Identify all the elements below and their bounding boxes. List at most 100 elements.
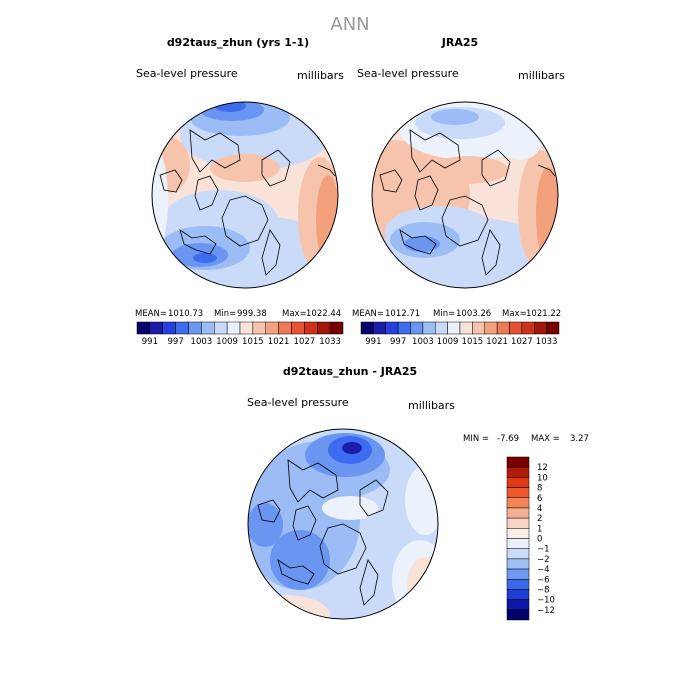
colorbar-tick-label: −2 (537, 555, 550, 565)
stat-min-value: -7.69 (497, 434, 519, 444)
colorbar-swatch (252, 321, 266, 335)
colorbar-tick-label: 997 (168, 337, 184, 347)
polar-map-difference-border (247, 428, 439, 620)
colorbar-swatch (226, 321, 241, 335)
stat-max-value: 1022.44 (306, 309, 341, 319)
panel-difference-units: millibars (408, 399, 455, 412)
colorbar-swatch (435, 321, 448, 335)
colorbar-model: 991 997 1003 1009 1015 1021 1027 1033 (136, 321, 344, 347)
colorbar-tick-label: 1009 (216, 337, 238, 347)
colorbar-swatch (385, 321, 399, 335)
colorbar-tick-label: 1003 (191, 337, 213, 347)
stat-mean-label: MEAN= (352, 309, 384, 319)
colorbar-tick-label: 1021 (268, 337, 290, 347)
colorbar-swatch (329, 321, 344, 335)
colorbar-swatch (410, 321, 424, 335)
colorbar-swatch (360, 321, 374, 335)
panel-model-variable: Sea-level pressure (136, 67, 238, 80)
stat-max-value: 3.27 (570, 434, 589, 444)
colorbar-tick-label: 1015 (462, 337, 484, 347)
colorbar-swatch (149, 321, 163, 335)
colorbar-tick-label: 6 (537, 494, 542, 504)
colorbar-tick-label: 8 (537, 484, 542, 494)
colorbar-tick-label: 1027 (294, 337, 316, 347)
colorbar-swatch (506, 517, 530, 529)
stat-max-label: MAX = (531, 434, 560, 444)
panel-reference-title: JRA25 (441, 36, 478, 49)
colorbar-swatch (506, 568, 530, 580)
colorbar-swatch (506, 528, 530, 539)
colorbar-tick-label: −6 (537, 575, 550, 585)
panel-model: d92taus_zhun (yrs 1-1) Sea-level pressur… (135, 36, 344, 347)
colorbar-tick-label: 1033 (536, 337, 558, 347)
colorbar-swatch (397, 321, 411, 335)
colorbar-swatch (534, 321, 547, 335)
colorbar-tick-label: 1021 (486, 337, 508, 347)
panel-model-title: d92taus_zhun (yrs 1-1) (167, 36, 309, 49)
colorbar-swatch (291, 321, 305, 335)
colorbar-swatch (214, 321, 228, 335)
stat-mean-value: 1012.71 (385, 309, 420, 319)
panel-difference-stats: MIN = -7.69 MAX = 3.27 (463, 434, 589, 444)
panel-reference: JRA25 Sea-level pressure millibars (352, 36, 565, 347)
figure-title: ANN (330, 14, 369, 35)
colorbar-tick-label: 991 (142, 337, 158, 347)
colorbar-tick-label: 1033 (319, 337, 341, 347)
panel-reference-stats: MEAN= 1012.71 Min= 1003.26 Max= 1021.22 (352, 309, 561, 319)
stat-max-value: 1021.22 (526, 309, 561, 319)
colorbar-swatch (422, 321, 436, 335)
colorbar-tick-label: 1 (537, 524, 542, 534)
colorbar-swatch (506, 609, 530, 621)
panel-difference: d92taus_zhun - JRA25 Sea-level pressure … (247, 365, 589, 621)
polar-map-model (152, 102, 338, 288)
colorbar-tick-label: −12 (537, 606, 555, 616)
polar-map-difference (248, 429, 438, 619)
colorbar-swatch (521, 321, 535, 335)
colorbar-tick-label: 2 (537, 514, 542, 524)
colorbar-tick-label: 12 (537, 463, 548, 473)
colorbar-swatch (304, 321, 318, 335)
colorbar-swatch (447, 321, 461, 335)
colorbar-swatch (506, 558, 530, 570)
colorbar-swatch (506, 579, 530, 590)
colorbar-swatch (317, 321, 331, 335)
stat-max-label: Max= (282, 309, 307, 319)
colorbar-tick-label: 1009 (437, 337, 459, 347)
colorbar-swatch (373, 321, 386, 335)
colorbar-swatch (506, 497, 530, 509)
colorbar-swatch (278, 321, 292, 335)
colorbar-tick-label: 1003 (412, 337, 434, 347)
colorbar-tick-label: 10 (537, 473, 548, 483)
colorbar-swatch (506, 456, 530, 468)
stat-min-label: MIN = (463, 434, 489, 444)
stat-max-label: Max= (502, 309, 527, 319)
stat-min-label: Min= (214, 309, 236, 319)
panel-reference-variable: Sea-level pressure (357, 67, 459, 80)
colorbar-swatch (506, 538, 530, 549)
colorbar-swatch (265, 321, 279, 335)
colorbar-swatch (136, 321, 151, 335)
colorbar-swatch (546, 321, 560, 335)
panel-difference-title: d92taus_zhun - JRA25 (283, 365, 417, 378)
colorbar-swatch (506, 507, 530, 519)
colorbar-reference: 991 997 1003 1009 1015 1021 1027 1033 (360, 321, 560, 347)
colorbar-tick-label: 0 (537, 535, 542, 545)
colorbar-swatch (506, 477, 530, 488)
colorbar-swatch (509, 321, 523, 335)
colorbar-swatch (162, 321, 176, 335)
colorbar-tick-label: 997 (390, 337, 406, 347)
polar-map-reference-border (371, 101, 559, 289)
panel-model-stats: MEAN= 1010.73 Min= 999.38 Max= 1022.44 (135, 309, 341, 319)
colorbar-tick-label: 1027 (511, 337, 533, 347)
colorbar-swatch (496, 321, 510, 335)
stat-min-value: 999.38 (237, 309, 267, 319)
colorbar-tick-label: 991 (365, 337, 381, 347)
stat-mean-value: 1010.73 (168, 309, 203, 319)
polar-map-model-border (151, 101, 339, 289)
colorbar-tick-label: −8 (537, 585, 550, 595)
colorbar-swatch (484, 321, 498, 335)
colorbar-swatch (459, 321, 473, 335)
colorbar-tick-label: −1 (537, 545, 550, 555)
